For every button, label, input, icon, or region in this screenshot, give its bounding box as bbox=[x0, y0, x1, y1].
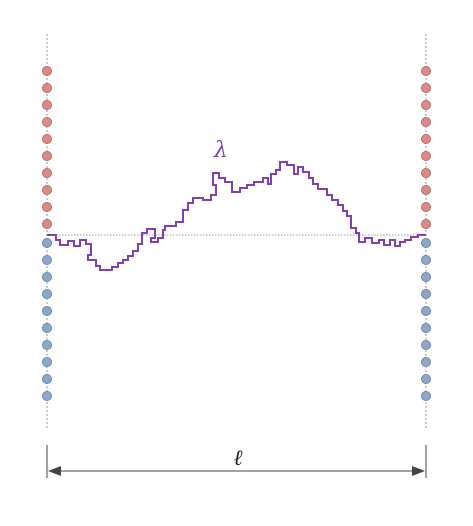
right-lower-dot bbox=[420, 390, 431, 401]
left-lower-dot bbox=[42, 322, 53, 333]
length-arrowhead-right bbox=[412, 466, 425, 476]
left-upper-dot bbox=[42, 184, 53, 195]
right-lower-dot bbox=[420, 322, 431, 333]
left-upper-dot bbox=[42, 83, 53, 94]
right-upper-dot bbox=[420, 100, 431, 111]
left-lower-dot bbox=[42, 390, 53, 401]
right-upper-dot bbox=[420, 66, 431, 77]
right-lower-dot bbox=[420, 339, 431, 350]
left-lower-dot bbox=[42, 288, 53, 299]
right-lower-dot bbox=[420, 254, 431, 265]
length-arrowhead-left bbox=[48, 466, 61, 476]
right-lower-dot bbox=[420, 288, 431, 299]
left-lower-dot bbox=[42, 356, 53, 367]
right-upper-dot bbox=[420, 150, 431, 161]
left-lower-dot bbox=[42, 339, 53, 350]
right-upper-dot bbox=[420, 184, 431, 195]
left-lower-dot bbox=[42, 271, 53, 282]
left-lower-dot bbox=[42, 237, 53, 248]
right-lower-dot bbox=[420, 373, 431, 384]
right-lower-dot bbox=[420, 271, 431, 282]
left-lower-dot bbox=[42, 373, 53, 384]
right-upper-dot bbox=[420, 201, 431, 212]
right-upper-dot bbox=[420, 133, 431, 144]
left-upper-dot bbox=[42, 167, 53, 178]
right-upper-dot bbox=[420, 117, 431, 128]
boundary-dots bbox=[42, 66, 431, 401]
right-upper-dot bbox=[420, 167, 431, 178]
left-upper-dot bbox=[42, 100, 53, 111]
left-upper-dot bbox=[42, 218, 53, 229]
right-upper-dot bbox=[420, 83, 431, 94]
right-lower-dot bbox=[420, 356, 431, 367]
left-upper-dot bbox=[42, 117, 53, 128]
left-lower-dot bbox=[42, 305, 53, 316]
staircase-path bbox=[47, 161, 426, 271]
length-label: ℓ bbox=[233, 446, 243, 471]
right-upper-dot bbox=[420, 218, 431, 229]
left-upper-dot bbox=[42, 66, 53, 77]
path-label: λ bbox=[213, 138, 228, 163]
right-lower-dot bbox=[420, 237, 431, 248]
left-upper-dot bbox=[42, 201, 53, 212]
left-upper-dot bbox=[42, 150, 53, 161]
right-lower-dot bbox=[420, 305, 431, 316]
left-upper-dot bbox=[42, 133, 53, 144]
left-lower-dot bbox=[42, 254, 53, 265]
